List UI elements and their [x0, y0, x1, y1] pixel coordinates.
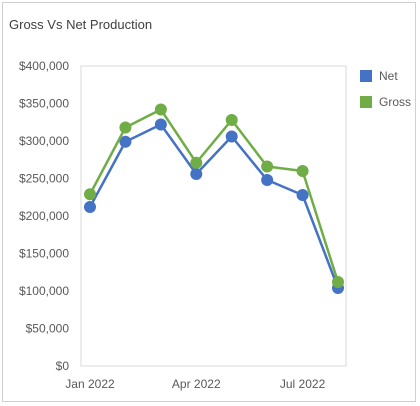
series-group	[84, 103, 344, 294]
y-tick-label: $350,000	[19, 97, 69, 111]
x-tick-label: Jul 2022	[280, 377, 326, 391]
gross-data-point	[332, 276, 344, 288]
x-tick-label: Apr 2022	[172, 377, 221, 391]
legend-swatch-gross	[360, 96, 372, 108]
gross-data-point	[296, 165, 309, 177]
y-tick-label: $400,000	[19, 59, 69, 73]
net-data-point	[296, 189, 309, 201]
net-data-point	[154, 118, 167, 131]
gross-data-point	[119, 121, 132, 134]
gross-data-point	[84, 188, 96, 201]
gross-data-point	[261, 160, 274, 173]
x-tick-label: Jan 2022	[65, 377, 115, 391]
net-series-line	[88, 123, 340, 289]
net-data-point	[84, 201, 96, 213]
y-tick-label: $200,000	[19, 209, 69, 223]
y-tick-label: $150,000	[19, 247, 69, 261]
chart-frame	[2, 2, 416, 402]
legend-label-net: Net	[379, 69, 398, 83]
gross-data-point	[190, 156, 203, 169]
y-tick-label: $50,000	[26, 322, 70, 336]
y-tick-label: $300,000	[19, 134, 69, 148]
chart-title: Gross Vs Net Production	[9, 17, 153, 32]
y-axis-ticks: $0 $50,000 $100,000 $150,000 $200,000 $250,00…	[19, 59, 69, 373]
net-data-point	[119, 135, 132, 148]
y-tick-label: $100,000	[19, 284, 69, 298]
plot-area	[80, 65, 347, 367]
net-data-point	[190, 168, 203, 180]
legend-swatch-net	[360, 70, 372, 82]
net-data-point	[261, 174, 274, 186]
y-tick-label: $0	[56, 359, 70, 373]
legend: Net Gross	[360, 69, 411, 109]
x-axis-ticks: Jan 2022 Apr 2022 Jul 2022	[65, 377, 325, 391]
net-data-point	[225, 130, 238, 143]
legend-label-gross: Gross	[379, 95, 411, 109]
gross-data-point	[225, 114, 238, 126]
y-tick-label: $250,000	[19, 172, 69, 186]
gross-data-point	[154, 103, 167, 116]
